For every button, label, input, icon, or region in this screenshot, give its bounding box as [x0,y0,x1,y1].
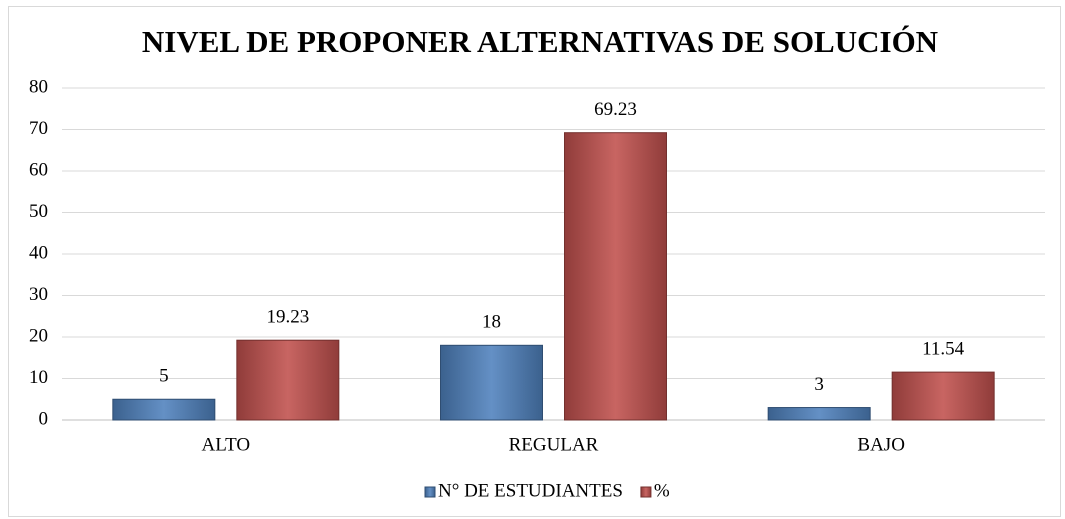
y-tick-label: 10 [29,367,48,388]
y-tick-label: 20 [29,325,48,346]
y-tick-label: 30 [29,284,48,305]
bar [891,371,995,421]
data-label: 19.23 [266,307,309,328]
legend-label: N° DE ESTUDIANTES [438,480,623,501]
chart-title: NIVEL DE PROPONER ALTERNATIVAS DE SOLUCI… [142,24,938,59]
bar [767,407,871,421]
legend-swatch [640,486,652,498]
data-label: 69.23 [594,99,637,120]
data-label: 5 [159,366,169,387]
chart-border [8,6,1061,517]
legend-swatch [424,486,436,498]
x-tick-label: REGULAR [509,434,599,455]
y-tick-label: 80 [29,76,48,97]
y-tick-label: 60 [29,159,48,180]
data-label: 18 [482,312,501,333]
bar [112,398,216,421]
y-tick-label: 70 [29,118,48,139]
y-tick-label: 0 [39,408,49,429]
legend-label: % [654,480,670,501]
data-label: 11.54 [922,338,965,359]
x-tick-label: ALTO [202,434,251,455]
y-tick-label: 50 [29,201,48,222]
bar [440,344,543,421]
data-label: 3 [814,374,824,395]
y-tick-label: 40 [29,242,48,263]
x-tick-label: BAJO [857,434,905,455]
bar [236,339,340,421]
bar [564,132,667,421]
